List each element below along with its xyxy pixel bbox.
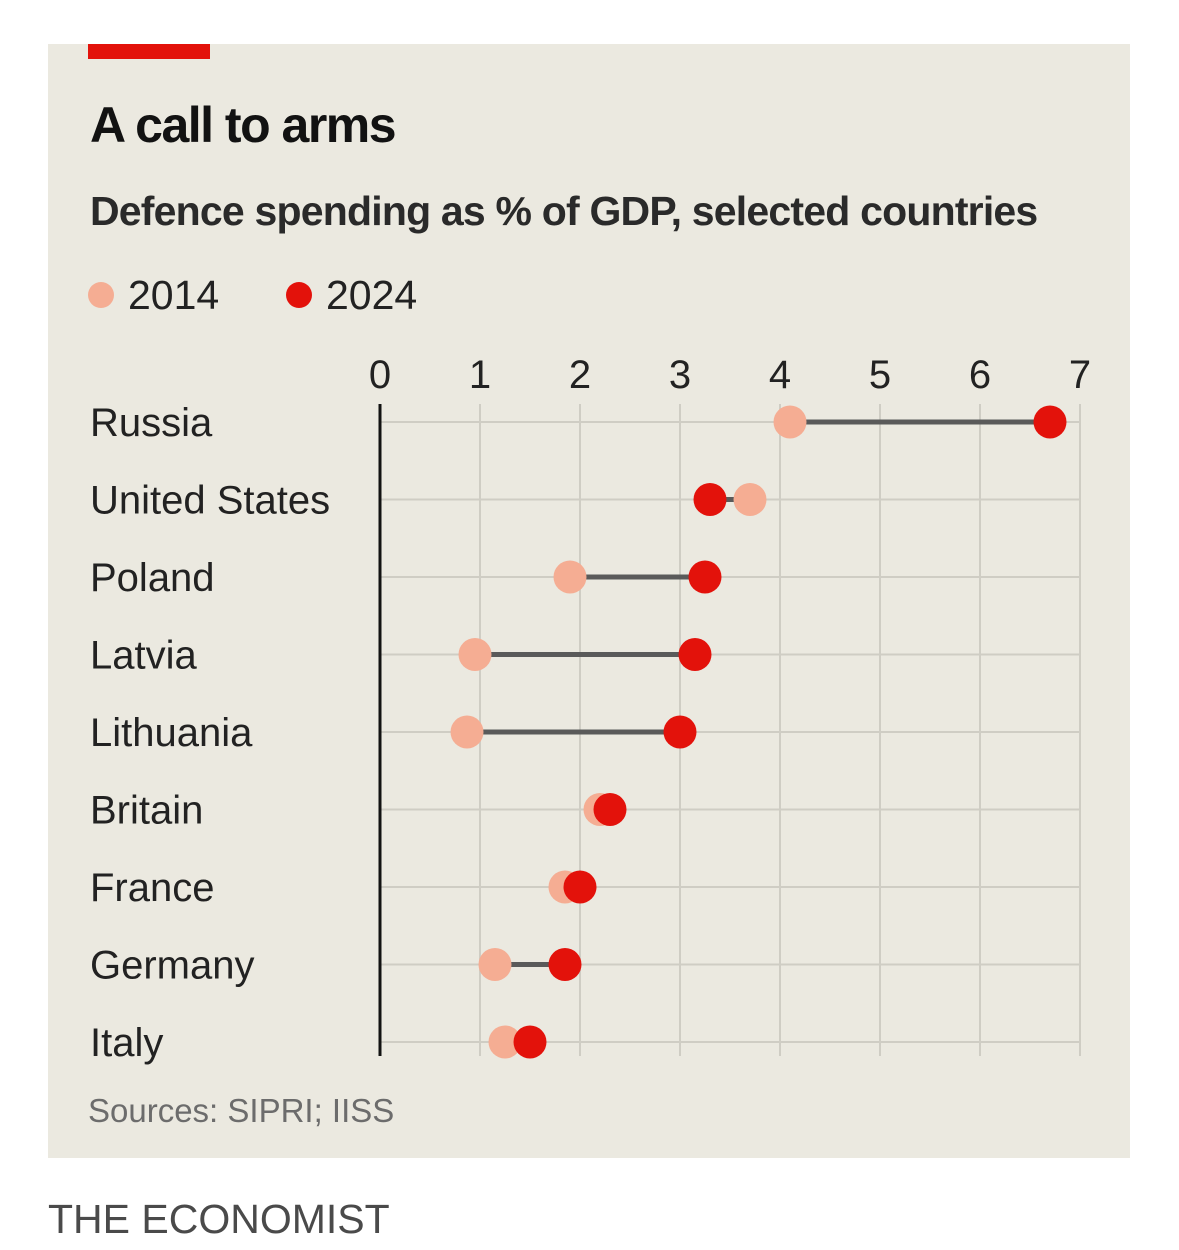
category-label-france: France: [90, 866, 215, 910]
legend-dot-2014: [88, 282, 114, 308]
x-tick-label-6: 6: [969, 353, 991, 397]
x-tick-label-4: 4: [769, 353, 791, 397]
dot-2014-lithuania: [450, 715, 484, 749]
category-label-poland: Poland: [90, 556, 215, 600]
category-label-italy: Italy: [90, 1021, 163, 1065]
category-label-lithuania: Lithuania: [90, 711, 253, 755]
dot-2024-germany: [548, 948, 582, 981]
dot-2014-poland: [553, 560, 587, 594]
x-tick-label-3: 3: [669, 353, 691, 397]
category-label-britain: Britain: [90, 789, 203, 833]
category-label-russia: Russia: [90, 401, 213, 445]
dot-2014-germany: [478, 948, 512, 981]
x-tick-label-7: 7: [1069, 353, 1091, 397]
source-note: Sources: SIPRI; IISS: [88, 1092, 395, 1129]
dot-2014-united-states: [733, 483, 767, 516]
chart-panel: [48, 44, 1130, 1158]
chart-title: A call to arms: [90, 97, 397, 153]
brand-red-bar: [88, 44, 210, 59]
dot-2014-italy: [488, 1025, 522, 1059]
category-label-latvia: Latvia: [90, 634, 197, 678]
dot-2014-russia: [773, 405, 807, 439]
dot-2024-france: [563, 870, 597, 904]
legend-label-2024: 2024: [326, 272, 418, 318]
dot-2024-italy: [513, 1025, 547, 1059]
chart-subtitle: Defence spending as % of GDP, selected c…: [90, 188, 1038, 234]
x-tick-label-1: 1: [469, 353, 491, 397]
legend-label-2014: 2014: [128, 272, 220, 318]
dot-2024-russia: [1033, 405, 1067, 439]
dot-2024-united-states: [693, 483, 727, 516]
dot-2024-britain: [593, 793, 627, 826]
x-tick-label-5: 5: [869, 353, 891, 397]
dot-2024-latvia: [678, 638, 712, 671]
x-tick-label-0: 0: [369, 353, 391, 397]
dot-2024-lithuania: [663, 715, 697, 749]
category-label-germany: Germany: [90, 944, 255, 988]
dot-2014-latvia: [458, 638, 492, 671]
legend-dot-2024: [286, 282, 312, 308]
x-tick-label-2: 2: [569, 353, 591, 397]
dot-2024-poland: [688, 560, 722, 594]
publisher-footer: THE ECONOMIST: [48, 1196, 390, 1242]
category-label-united-states: United States: [90, 479, 330, 523]
